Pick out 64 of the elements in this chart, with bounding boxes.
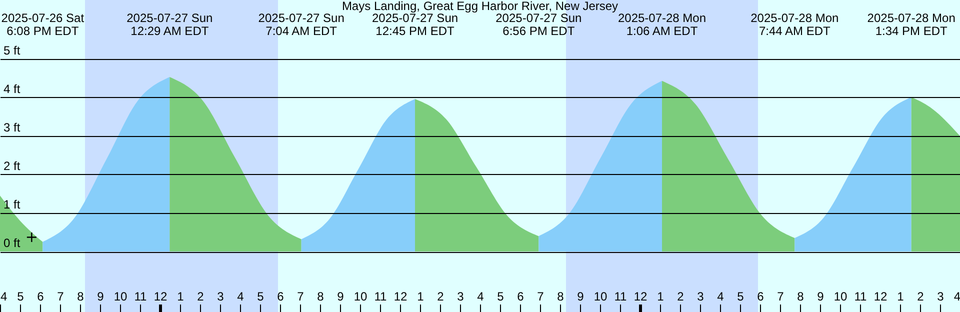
x-tick-label: 4: [717, 290, 724, 304]
x-tick-label: 9: [337, 290, 344, 304]
x-tick-label: 1: [897, 290, 904, 304]
y-tick-label: 2 ft: [4, 158, 21, 173]
x-tick-label: 12: [874, 290, 888, 304]
chart-title: Mays Landing, Great Egg Harbor River, New Jersey: [342, 0, 618, 13]
x-tick-label: 2: [437, 290, 444, 304]
x-tick-label: 5: [17, 290, 24, 304]
x-tick-label: 8: [557, 290, 564, 304]
annotation: 2025-07-27 Sun 12:45 PM EDT: [372, 11, 458, 38]
x-tick-label: 12: [154, 290, 168, 304]
x-tick-label: 11: [374, 290, 388, 304]
x-tick-label: 10: [594, 290, 608, 304]
x-tick-label: 7: [537, 290, 544, 304]
x-tick-label: 7: [777, 290, 784, 304]
x-tick-label: 1: [657, 290, 664, 304]
y-tick-label: 1 ft: [4, 198, 21, 212]
x-tick-label: 5: [497, 290, 504, 304]
annotation: 2025-07-27 Sun 12:29 AM EDT: [126, 11, 213, 38]
x-tick-label: 9: [97, 290, 104, 304]
y-tick-label: 0 ft: [4, 236, 21, 250]
x-tick-label: 2: [197, 290, 204, 304]
x-tick-label: 1: [417, 290, 424, 304]
x-tick-label: 8: [797, 290, 804, 304]
x-tick-label: 4: [237, 290, 244, 304]
x-tick-label: 9: [577, 290, 584, 304]
x-tick-label: 2: [677, 290, 684, 304]
x-tick-label: 3: [937, 290, 944, 304]
x-tick-label: 5: [257, 290, 264, 304]
x-tick-label: 12: [394, 290, 408, 304]
annotation: 2025-07-27 Sun 6:56 PM EDT: [496, 11, 582, 38]
x-tick-label: 2: [917, 290, 924, 304]
annotation: 2025-07-27 Sun 7:04 AM EDT: [258, 11, 344, 38]
y-tick-label: 4 ft: [4, 82, 21, 96]
x-tick-label: 11: [854, 290, 868, 304]
x-tick-label: 7: [297, 290, 304, 304]
x-tick-label: 5: [737, 290, 744, 304]
x-tick-label: 11: [614, 290, 628, 304]
x-tick-label: 7: [57, 290, 64, 304]
x-tick-label: 4: [0, 290, 8, 304]
x-tick-label: 8: [77, 290, 84, 304]
annotation: 2025-07-28 Mon 1:06 AM EDT: [618, 11, 706, 38]
annotation: 2025-07-28 Mon 7:44 AM EDT: [750, 11, 839, 38]
x-tick-label: 6: [37, 290, 44, 304]
y-tick-label: 5 ft: [4, 43, 21, 58]
x-tick-label: 3: [457, 290, 464, 304]
x-tick-label: 6: [757, 290, 764, 304]
x-tick-label: 10: [354, 290, 368, 304]
y-tick-label: 3 ft: [4, 120, 21, 134]
x-tick-label: 1: [177, 290, 184, 304]
x-tick-label: 6: [277, 290, 284, 304]
x-tick-label: 4: [954, 290, 960, 304]
x-tick-label: 6: [517, 290, 524, 304]
x-tick-label: 4: [477, 290, 484, 304]
x-tick-label: 10: [114, 290, 128, 304]
x-tick-label: 12: [634, 290, 648, 304]
x-tick-label: 11: [134, 290, 148, 304]
x-tick-label: 3: [217, 290, 224, 304]
x-tick-label: 9: [817, 290, 824, 304]
x-tick-label: 3: [697, 290, 704, 304]
x-tick-label: 10: [834, 290, 848, 304]
x-tick-label: 8: [317, 290, 324, 304]
annotation: 2025-07-28 Mon 1:34 PM EDT: [867, 11, 956, 38]
annotation: 2025-07-26 Sat 6:08 PM EDT: [1, 11, 85, 38]
